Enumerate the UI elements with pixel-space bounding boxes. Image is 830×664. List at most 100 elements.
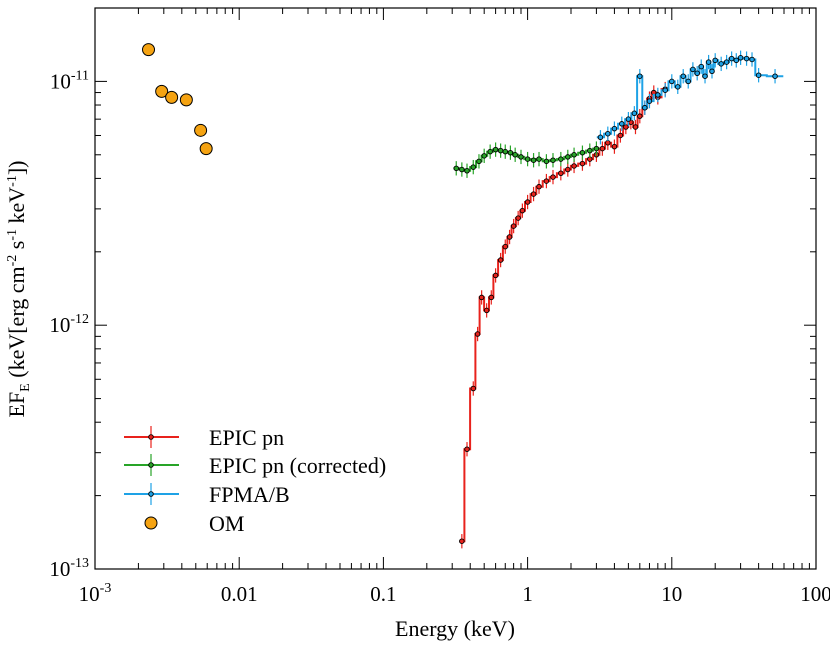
legend-item-epic-pn: EPIC pn bbox=[124, 425, 284, 450]
data-point bbox=[558, 156, 564, 162]
data-point bbox=[728, 55, 735, 62]
data-point bbox=[550, 157, 556, 163]
data-point bbox=[142, 43, 156, 57]
chart-ticks bbox=[94, 7, 817, 570]
data-point bbox=[772, 73, 778, 79]
x-axis-title: Energy (keV) bbox=[395, 616, 515, 641]
legend-marker bbox=[148, 462, 154, 468]
data-point bbox=[502, 243, 509, 250]
legend-label: EPIC pn bbox=[209, 425, 284, 450]
legend-item-om: OM bbox=[144, 511, 244, 536]
x-tick-label: 0.01 bbox=[221, 582, 258, 606]
data-point bbox=[571, 163, 577, 169]
data-point bbox=[680, 73, 686, 79]
data-point bbox=[733, 57, 740, 64]
series-om bbox=[142, 43, 213, 156]
chart-plot-area bbox=[142, 43, 784, 549]
legend-label: OM bbox=[209, 511, 244, 536]
series-epic-pn-corrected bbox=[453, 141, 600, 178]
data-point bbox=[497, 147, 504, 154]
data-point bbox=[179, 93, 193, 107]
data-point bbox=[587, 147, 593, 154]
x-tick-label: 100 bbox=[800, 582, 830, 606]
data-point bbox=[155, 84, 169, 98]
data-point bbox=[524, 199, 531, 205]
data-point bbox=[597, 134, 604, 141]
data-point bbox=[470, 385, 477, 392]
series-fpma-b bbox=[596, 50, 784, 145]
data-point bbox=[625, 116, 632, 122]
data-point bbox=[619, 121, 625, 127]
data-point bbox=[690, 66, 696, 73]
data-point bbox=[488, 294, 495, 301]
legend-marker bbox=[148, 491, 154, 497]
x-tick-label: 0.1 bbox=[370, 582, 396, 606]
data-point bbox=[510, 223, 517, 229]
data-point bbox=[611, 125, 618, 132]
data-point bbox=[743, 55, 750, 62]
data-point bbox=[709, 68, 715, 75]
legend-label: EPIC pn (corrected) bbox=[209, 453, 386, 478]
data-point bbox=[492, 146, 499, 153]
data-point bbox=[655, 92, 661, 98]
data-point bbox=[481, 153, 487, 159]
data-point bbox=[543, 178, 550, 184]
x-tick-label: 10 bbox=[661, 582, 682, 606]
data-point bbox=[712, 57, 718, 64]
y-tick-label: 10-13 bbox=[49, 556, 89, 581]
chart-tick-labels: 10-3 0.01 0.1 1 10 100 10-13 10-12 10-11 bbox=[49, 68, 830, 606]
data-point bbox=[550, 174, 556, 180]
data-point bbox=[662, 87, 668, 93]
series-line bbox=[453, 147, 600, 172]
data-point bbox=[474, 331, 481, 337]
data-point bbox=[571, 152, 577, 158]
data-point bbox=[199, 142, 213, 156]
data-point bbox=[631, 110, 638, 117]
data-point bbox=[565, 166, 571, 173]
data-point bbox=[518, 154, 524, 160]
data-point bbox=[637, 113, 643, 119]
data-point bbox=[675, 84, 681, 90]
data-point bbox=[453, 165, 459, 172]
data-point bbox=[694, 70, 700, 76]
legend-label: FPMA/B bbox=[209, 482, 290, 507]
data-point bbox=[698, 63, 704, 70]
y-tick-label: 10-12 bbox=[49, 312, 89, 337]
data-point bbox=[507, 149, 514, 156]
data-point bbox=[459, 166, 465, 173]
data-point bbox=[617, 132, 624, 139]
data-point bbox=[605, 130, 611, 137]
data-point bbox=[593, 145, 600, 152]
data-point bbox=[497, 257, 504, 263]
data-point bbox=[487, 148, 493, 155]
data-point bbox=[558, 170, 564, 176]
data-point bbox=[464, 446, 470, 452]
data-point bbox=[755, 72, 762, 78]
data-point bbox=[530, 191, 537, 197]
data-point bbox=[530, 157, 537, 163]
legend-swatch bbox=[144, 516, 158, 530]
data-point bbox=[515, 215, 521, 221]
data-point bbox=[519, 207, 526, 214]
data-point bbox=[470, 164, 477, 170]
data-point bbox=[543, 158, 550, 165]
data-point bbox=[737, 55, 744, 61]
x-tick-label: 1 bbox=[522, 582, 533, 606]
legend-item-epic-pn-corrected: EPIC pn (corrected) bbox=[124, 453, 386, 478]
plot-frame bbox=[94, 7, 817, 570]
data-point bbox=[637, 73, 643, 79]
data-point bbox=[579, 149, 586, 156]
data-point bbox=[718, 61, 724, 67]
data-point bbox=[646, 98, 653, 104]
y-axis-title: EFE (keV[erg cm-2 s-1 keV-1]) bbox=[4, 160, 33, 417]
data-point bbox=[623, 124, 629, 130]
data-point bbox=[476, 158, 482, 165]
data-point bbox=[642, 104, 648, 111]
legend-item-fpma-b: FPMA/B bbox=[124, 482, 290, 507]
data-point bbox=[459, 538, 465, 544]
data-point bbox=[565, 154, 571, 160]
data-point bbox=[506, 234, 513, 240]
data-point bbox=[685, 78, 691, 85]
